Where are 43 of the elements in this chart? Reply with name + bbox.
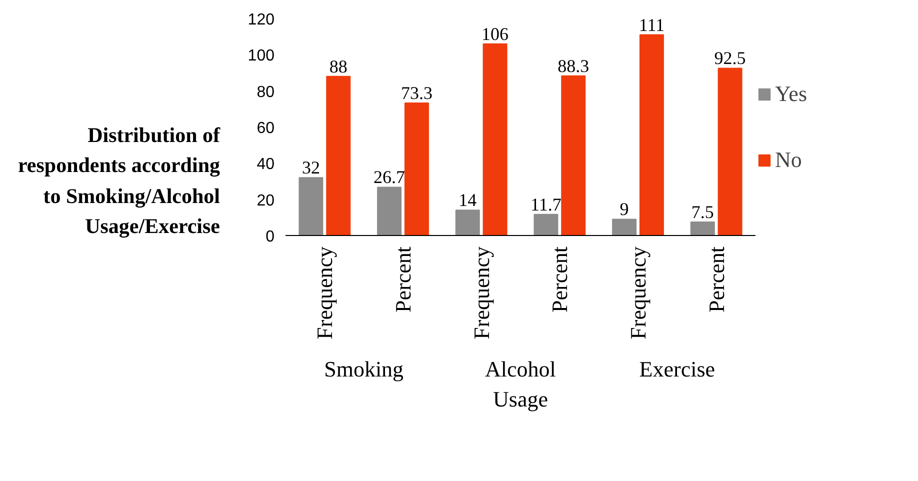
- data-label: 9: [620, 199, 629, 220]
- data-label: 7.5: [691, 202, 714, 222]
- data-label: 11.7: [530, 194, 562, 214]
- bar: [561, 75, 586, 236]
- x-tick-label: Frequency: [468, 246, 494, 340]
- data-label: 32: [302, 158, 320, 178]
- bar: [377, 186, 402, 236]
- text: Alcohol Usage: [485, 356, 556, 412]
- x-tick-label: Frequency: [626, 246, 650, 340]
- bar: [718, 68, 742, 236]
- x-tick-label: Percent: [547, 246, 572, 312]
- data-label: 88: [329, 56, 348, 76]
- y-tick-label: 0: [266, 228, 275, 246]
- bar: [455, 210, 480, 236]
- x-tick-label: Percent: [390, 246, 416, 312]
- bar: [690, 221, 715, 236]
- x-tick-label: Frequency: [312, 246, 338, 340]
- text: Smoking: [324, 356, 404, 382]
- data-label: 73.3: [400, 82, 432, 103]
- bar: [298, 177, 324, 236]
- legend-label: Yes: [775, 80, 808, 106]
- text: Exercise: [639, 356, 716, 382]
- bar: [326, 76, 351, 236]
- data-label: 111: [638, 14, 665, 35]
- data-label: 26.7: [374, 167, 406, 188]
- bar: [612, 218, 637, 236]
- y-tick-label: 60: [256, 120, 275, 137]
- y-tick-label: 80: [256, 84, 275, 101]
- data-label: 14: [458, 190, 477, 210]
- text: Distribution of respondents according to Smoking/Alcohol Usage/Exercise: [16, 122, 220, 240]
- y-tick-label: 40: [256, 156, 275, 174]
- bar: [534, 214, 558, 236]
- bar: [404, 102, 429, 236]
- data-label: 106: [482, 24, 509, 44]
- bar: [482, 43, 508, 236]
- data-label: 92.5: [714, 48, 746, 68]
- y-tick-label: 120: [248, 12, 275, 28]
- bar: [639, 34, 664, 236]
- y-tick-label: 20: [256, 192, 275, 210]
- x-tick-label: Percent: [704, 246, 729, 312]
- legend-label: No: [775, 146, 802, 172]
- data-label: 88.3: [558, 56, 590, 76]
- y-tick-label: 100: [248, 48, 275, 65]
